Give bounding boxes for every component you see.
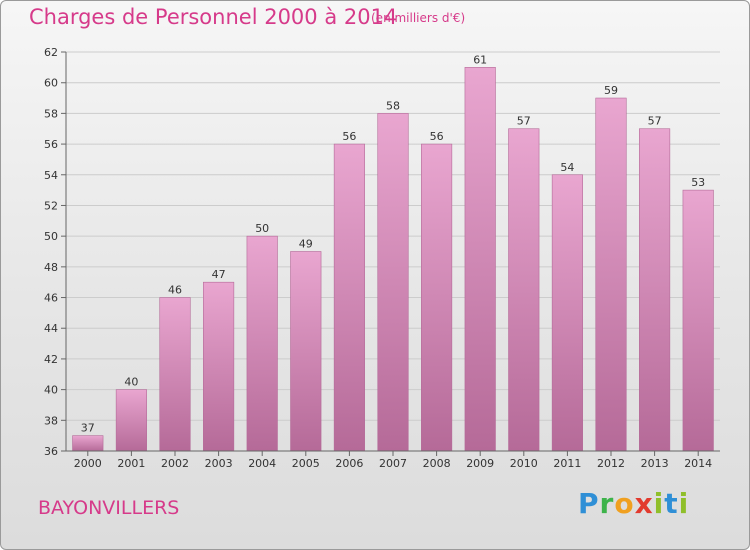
chart-subtitle: (en milliers d'€) (371, 11, 466, 25)
value-label-2014: 53 (691, 176, 705, 189)
y-tick-label: 56 (44, 138, 58, 151)
bar-2007 (377, 113, 409, 452)
value-label-2009: 61 (473, 53, 487, 66)
value-label-2005: 49 (299, 238, 313, 251)
bar-2009 (464, 67, 496, 452)
y-tick-label: 52 (44, 199, 58, 212)
x-tick-label-2005: 2005 (292, 457, 320, 470)
y-tick-label: 60 (44, 77, 58, 90)
chart-title: Charges de Personnel 2000 à 2014 (29, 5, 398, 29)
value-label-2007: 58 (386, 99, 400, 112)
bar-2005 (290, 251, 322, 452)
x-tick-label-2011: 2011 (553, 457, 581, 470)
x-tick-label-2007: 2007 (379, 457, 407, 470)
bar-2014 (682, 189, 714, 452)
y-tick-label: 44 (44, 322, 58, 335)
x-tick-label-2003: 2003 (205, 457, 233, 470)
y-tick-label: 40 (44, 384, 58, 397)
labels: 36 38 40 42 44 46 48 50 52 54 56 58 60 62 37 2000 40 2001… (44, 46, 712, 470)
value-label-2012: 59 (604, 84, 618, 97)
y-tick-label: 38 (44, 414, 58, 427)
y-tick-label: 58 (44, 107, 58, 120)
value-label-2006: 56 (342, 130, 356, 143)
place-name: BAYONVILLERS (38, 497, 180, 519)
value-label-2008: 56 (430, 130, 444, 143)
y-tick-label: 54 (44, 169, 58, 182)
bar-2011 (551, 174, 583, 452)
value-label-2003: 47 (212, 268, 226, 281)
value-label-2013: 57 (648, 115, 662, 128)
bars (72, 67, 714, 452)
bar-2008 (421, 143, 453, 452)
axes (61, 51, 720, 456)
x-tick-label-2002: 2002 (161, 457, 189, 470)
proxiti-logo: Proxiti (578, 487, 690, 520)
bar-2004 (246, 235, 278, 452)
x-tick-label-2014: 2014 (684, 457, 712, 470)
x-tick-label-2012: 2012 (597, 457, 625, 470)
value-label-2001: 40 (124, 376, 138, 389)
bar-2003 (203, 281, 235, 452)
x-tick-label-2008: 2008 (423, 457, 451, 470)
bar-2012 (595, 97, 627, 452)
bar-2001 (115, 389, 147, 452)
bar-2002 (159, 297, 191, 452)
bar-2006 (333, 143, 365, 452)
bar-2010 (508, 128, 540, 452)
x-tick-label-2006: 2006 (335, 457, 363, 470)
bar-2000 (72, 435, 104, 452)
y-tick-label: 48 (44, 261, 58, 274)
value-label-2002: 46 (168, 284, 182, 297)
x-tick-label-2004: 2004 (248, 457, 276, 470)
x-tick-label-2010: 2010 (510, 457, 538, 470)
y-tick-label: 36 (44, 445, 58, 458)
y-tick-label: 46 (44, 292, 58, 305)
y-tick-label: 62 (44, 46, 58, 59)
bar-2013 (639, 128, 671, 452)
value-label-2011: 54 (560, 161, 574, 174)
value-label-2004: 50 (255, 222, 269, 235)
value-label-2010: 57 (517, 115, 531, 128)
value-label-2000: 37 (81, 422, 95, 435)
y-tick-label: 42 (44, 353, 58, 366)
x-tick-label-2009: 2009 (466, 457, 494, 470)
y-tick-label: 50 (44, 230, 58, 243)
x-tick-label-2013: 2013 (641, 457, 669, 470)
x-tick-label-2000: 2000 (74, 457, 102, 470)
x-tick-label-2001: 2001 (117, 457, 145, 470)
